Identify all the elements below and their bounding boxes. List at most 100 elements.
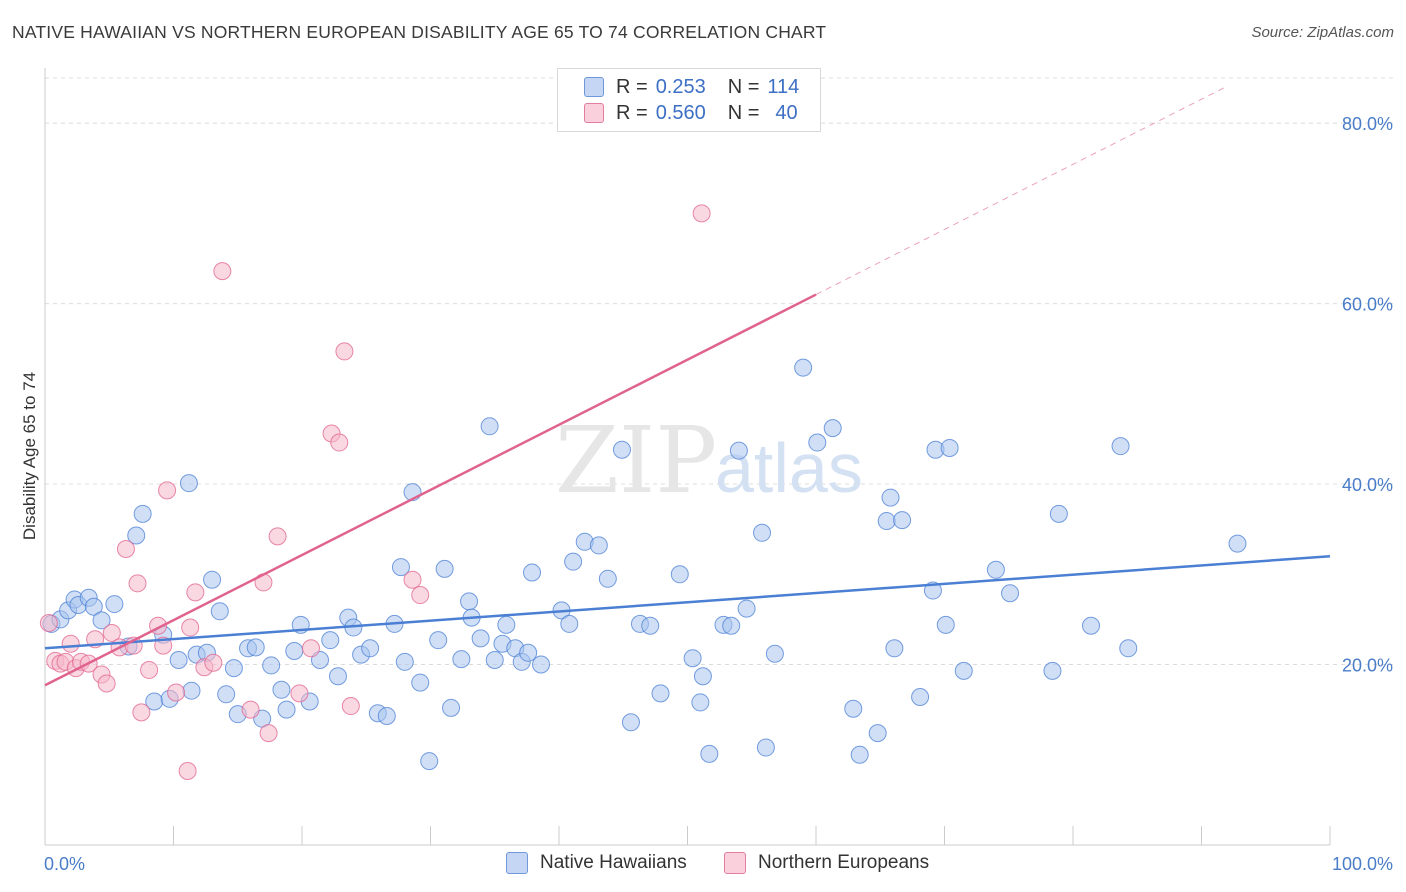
data-point [523,563,542,582]
data-point [186,583,205,602]
data-point [641,616,660,635]
data-point [268,527,287,546]
data-point [429,631,448,650]
data-point [1228,534,1247,553]
data-point [377,706,396,725]
data-point [328,667,347,686]
legend-row-northern-europeans: R = 0.560 N = 40 [584,100,798,126]
data-point [881,488,900,507]
data-point [560,614,579,633]
data-point [241,700,260,719]
data-point [1049,504,1068,523]
data-point [729,441,748,460]
data-point [210,602,229,621]
series-label: Northern Europeans [758,852,930,873]
data-point [692,204,711,223]
data-point [167,683,186,702]
data-point [411,673,430,692]
data-point [954,661,973,680]
legend-r-label: R = [616,101,648,124]
data-point [722,616,741,635]
watermark-atlas: atlas [715,429,863,507]
data-point [127,526,146,545]
data-point [1001,584,1020,603]
series-legend-northern-europeans: Northern Europeans [724,852,929,874]
data-point [621,713,640,732]
series-native-hawaiians [42,358,1247,771]
data-points [39,204,1247,781]
data-point [178,762,197,781]
data-point [301,639,320,658]
data-point [285,641,304,660]
legend-r-value: 0.253 [655,75,706,98]
data-point [756,738,775,757]
data-point [272,680,291,699]
data-point [128,574,147,593]
data-point [105,595,124,614]
legend-n-label: N = [727,75,760,98]
data-point [403,570,422,589]
axes: 20.0% 40.0% 60.0% 80.0% 0.0% 100.0% [44,68,1393,874]
data-point [794,358,813,377]
data-point [691,693,710,712]
data-point [61,634,80,653]
watermark-zip: ZIP [555,407,717,514]
data-point [158,481,177,500]
data-point [290,684,309,703]
y-tick-label: 20.0% [1342,656,1393,676]
gridlines [45,77,1393,666]
data-point [435,559,454,578]
data-point [1043,661,1062,680]
legend-row-native-hawaiians: R = 0.253 N = 114 [584,74,799,100]
data-point [823,419,842,438]
data-point [262,656,281,675]
data-point [140,660,159,679]
data-point [213,262,232,281]
legend-swatch-blue [584,77,604,97]
y-tick-label: 60.0% [1342,295,1393,315]
series-legend-native-hawaiians: Native Hawaiians [506,852,687,874]
data-point [844,699,863,718]
data-point [179,474,198,493]
legend-r-label: R = [616,75,648,98]
data-point [683,649,702,668]
data-point [460,592,479,611]
data-point [361,639,380,658]
data-point [84,597,103,616]
trend-line-extension [815,86,1226,296]
legend-n-value: 40 [775,101,798,124]
axis-labels: Disability Age 65 to 74 [20,372,39,540]
legend-n-value: 114 [767,75,800,98]
data-point [670,565,689,584]
trend-line-blue [44,555,1331,650]
data-point [341,697,360,716]
data-point [217,685,236,704]
data-point [277,700,296,719]
data-point [940,438,959,457]
legend-swatch-pink [584,103,604,123]
data-point [39,614,58,633]
data-point [651,684,670,703]
data-point [330,433,349,452]
data-point [765,644,784,663]
data-point [850,745,869,764]
data-point [885,639,904,658]
stats-legend: R = 0.253 N = 114 R = 0.560 N = 40 [557,68,821,132]
data-point [923,581,942,600]
trend-lines [44,86,1331,687]
chart-title: NATIVE HAWAIIAN VS NORTHERN EUROPEAN DIS… [12,22,827,42]
data-point [532,655,551,674]
data-point [182,681,201,700]
data-point [485,651,504,670]
data-point [102,623,121,642]
data-point [203,570,222,589]
data-point [877,512,896,531]
data-point [133,504,152,523]
data-point [911,688,930,707]
data-point [1081,616,1100,635]
data-point [589,536,608,555]
watermark: ZIP atlas [555,407,863,514]
x-tick-label: 0.0% [44,854,85,874]
data-point [480,417,499,436]
